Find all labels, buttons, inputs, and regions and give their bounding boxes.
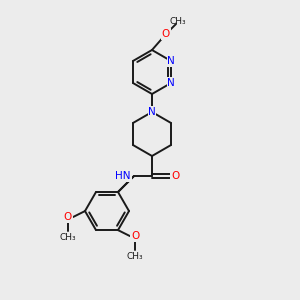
Text: O: O	[131, 231, 139, 241]
Text: O: O	[64, 212, 72, 222]
Text: O: O	[171, 171, 179, 181]
Text: CH₃: CH₃	[60, 232, 76, 242]
Text: O: O	[162, 29, 170, 39]
Text: CH₃: CH₃	[127, 252, 143, 261]
Text: HN: HN	[116, 171, 131, 181]
Text: CH₃: CH₃	[170, 16, 186, 26]
Text: N: N	[148, 107, 156, 117]
Text: N: N	[167, 78, 175, 88]
Text: N: N	[167, 56, 175, 66]
